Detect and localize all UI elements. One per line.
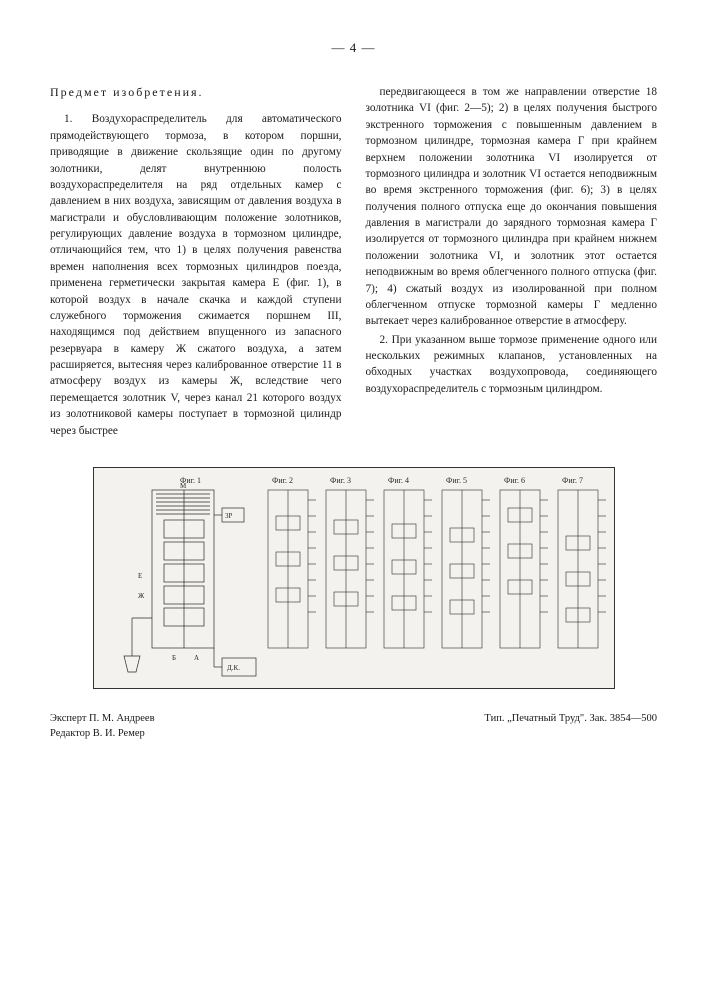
glyph-label: 3Р [225,512,233,520]
paragraph: передвигающееся в том же направлении отв… [366,84,658,330]
section-heading: Предмет изобретения. [50,84,342,101]
text-columns: Предмет изобретения. 1. Воздухораспредел… [50,84,657,441]
credits-right: Тип. „Печатный Труд". Зак. 3854—500 [484,712,657,741]
editor-line: Редактор В. И. Ремер [50,727,155,742]
glyph-label: Ж [138,592,145,600]
column-right: передвигающееся в том же направлении отв… [366,84,658,441]
fig-label: Фиг. 5 [446,476,467,485]
credits-left: Эксперт П. М. Андреев Редактор В. И. Рем… [50,712,155,741]
glyph-label: Б [172,654,176,662]
credits-row: Эксперт П. М. Андреев Редактор В. И. Рем… [50,712,657,741]
glyph-label: Д.К. [227,664,240,672]
paragraph: 1. Воздухораспределитель для автоматичес… [50,111,342,439]
fig-label: Фиг. 7 [562,476,583,485]
fig-label: Фиг. 2 [272,476,293,485]
glyph-label: М [180,482,187,490]
column-left: Предмет изобретения. 1. Воздухораспредел… [50,84,342,441]
fig-label: Фиг. 3 [330,476,351,485]
figure-diagram: Фиг. 1 [93,467,615,689]
expert-line: Эксперт П. М. Андреев [50,712,155,727]
page-number: — 4 — [50,40,657,56]
glyph-label: E [138,572,142,580]
figure-block: Фиг. 1 [50,467,657,694]
fig-label: Фиг. 6 [504,476,525,485]
document-page: — 4 — Предмет изобретения. 1. Воздухорас… [0,0,707,771]
fig-label: Фиг. 4 [388,476,409,485]
paragraph: 2. При указанном выше тормозе применение… [366,332,658,398]
glyph-label: А [194,654,199,662]
